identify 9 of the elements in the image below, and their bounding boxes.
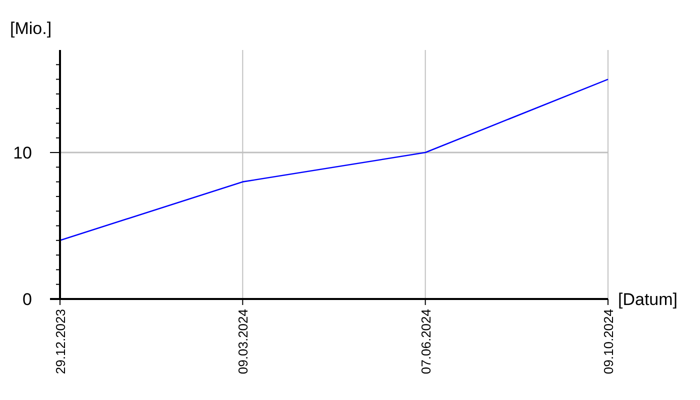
y-tick-label: 10 [13,143,32,162]
x-axis-title: [Datum] [618,290,678,309]
x-tick-label: 09.10.2024 [601,309,616,374]
x-tick-label: 29.12.2023 [53,309,68,374]
y-tick-label: 0 [22,290,32,309]
line-series [59,78,609,242]
y-axis-title: [Mio.] [10,19,52,38]
x-tick-label: 07.06.2024 [418,309,434,374]
x-tick-label: 09.03.2024 [236,309,251,374]
